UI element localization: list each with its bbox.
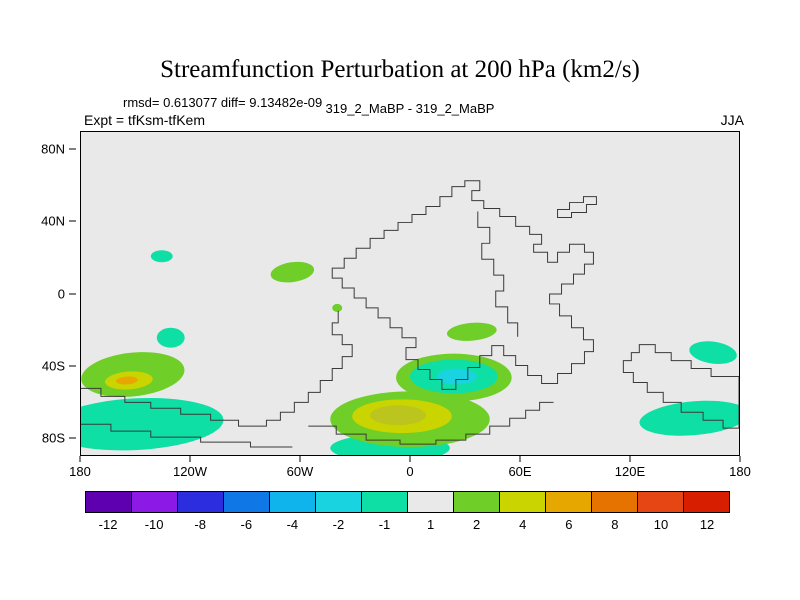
colorbar-label: -1 bbox=[378, 517, 391, 532]
season-label: JJA bbox=[720, 112, 744, 128]
colorbar-cell bbox=[637, 491, 684, 513]
y-tick-mark bbox=[69, 365, 76, 367]
colorbar-cell bbox=[223, 491, 270, 513]
y-tick-label: 40N bbox=[41, 213, 65, 229]
y-tick-mark bbox=[69, 437, 76, 439]
colorbar-cell bbox=[85, 491, 132, 513]
x-tick-label: 60W bbox=[286, 464, 314, 479]
colorbar-label: 1 bbox=[426, 517, 435, 532]
colorbar-cell bbox=[361, 491, 408, 513]
x-tick-mark bbox=[629, 456, 631, 462]
stats-text: rmsd= 0.613077 diff= 9.13482e-09 bbox=[123, 95, 323, 110]
colorbar-cell bbox=[131, 491, 178, 513]
y-tick-label: 80N bbox=[41, 141, 65, 157]
y-tick-mark bbox=[69, 293, 76, 294]
colorbar-label: -12 bbox=[98, 517, 118, 532]
y-tick-mark bbox=[69, 220, 76, 222]
page-title: Streamfunction Perturbation at 200 hPa (… bbox=[160, 56, 640, 83]
colorbar-cell bbox=[269, 491, 316, 513]
colorbar-label: 6 bbox=[565, 517, 573, 532]
x-tick-mark bbox=[299, 456, 301, 462]
x-tick-label: 120E bbox=[614, 464, 646, 479]
anomaly-blob bbox=[436, 368, 477, 385]
colorbar-cell bbox=[499, 491, 546, 513]
colorbar-cell bbox=[177, 491, 224, 513]
colorbar-label: -6 bbox=[240, 517, 253, 532]
coastline bbox=[81, 310, 353, 427]
colorbar-label: 4 bbox=[519, 517, 527, 532]
anomaly-blob bbox=[270, 261, 315, 283]
map-frame bbox=[80, 131, 740, 456]
y-tick-mark bbox=[69, 148, 76, 150]
colorbar-cell bbox=[545, 491, 592, 513]
y-tick-label: 40S bbox=[41, 358, 65, 374]
anomaly-blob bbox=[156, 327, 185, 348]
colorbar-label: 10 bbox=[653, 517, 669, 532]
anomaly-blob bbox=[689, 341, 737, 364]
y-tick-label: 0 bbox=[57, 286, 65, 301]
x-tick-label: 60E bbox=[508, 464, 532, 479]
colorbar-cell bbox=[315, 491, 362, 513]
colorbar-label: -4 bbox=[286, 517, 299, 532]
x-tick-mark bbox=[409, 456, 411, 462]
anomaly-blob bbox=[639, 400, 739, 436]
anomaly-blob bbox=[150, 250, 173, 263]
coastline bbox=[557, 196, 597, 218]
x-tick-mark bbox=[79, 456, 81, 462]
anomaly-blob bbox=[446, 322, 497, 341]
colorbar-cell bbox=[407, 491, 454, 513]
colorbar-label: 2 bbox=[473, 517, 481, 532]
coastline bbox=[331, 180, 594, 390]
x-tick-label: 180 bbox=[729, 464, 751, 479]
x-tick-mark bbox=[739, 456, 741, 462]
colorbar bbox=[85, 491, 730, 513]
colorbar-cell bbox=[683, 491, 730, 513]
x-tick-label: 180 bbox=[69, 464, 91, 479]
x-tick-label: 120W bbox=[173, 464, 207, 479]
colorbar-label: -10 bbox=[144, 517, 164, 532]
coastline bbox=[308, 401, 554, 445]
y-tick-label: 80S bbox=[41, 430, 65, 446]
anomaly-blob bbox=[370, 405, 426, 426]
x-tick-mark bbox=[519, 456, 521, 462]
anomaly-blob bbox=[115, 376, 138, 385]
x-axis: 180 120W 60W 0 60E 120E 180 bbox=[69, 456, 751, 486]
x-tick-label: 0 bbox=[406, 464, 414, 479]
x-tick-mark bbox=[189, 456, 191, 462]
colorbar-label: 8 bbox=[611, 517, 619, 532]
anomaly-blob bbox=[332, 303, 343, 312]
y-axis: 80N 40N 0 40S 80S bbox=[0, 131, 78, 456]
colorbar-label: -2 bbox=[332, 517, 345, 532]
run-pair-label: 319_2_MaBP - 319_2_MaBP bbox=[325, 101, 495, 116]
map-svg bbox=[81, 180, 739, 455]
coastline bbox=[477, 211, 519, 337]
colorbar-cell bbox=[453, 491, 500, 513]
colorbar-cell bbox=[591, 491, 638, 513]
colorbar-label: -8 bbox=[194, 517, 206, 532]
colorbar-label: 12 bbox=[699, 517, 715, 532]
coastline bbox=[622, 344, 739, 429]
coastline bbox=[81, 423, 293, 448]
colorbar-labels: -12 -10 -8 -6 -4 -2 -1 1 2 4 6 8 10 12 bbox=[85, 517, 730, 532]
experiment-label: Expt = tfKsm-tfKem bbox=[84, 112, 205, 128]
